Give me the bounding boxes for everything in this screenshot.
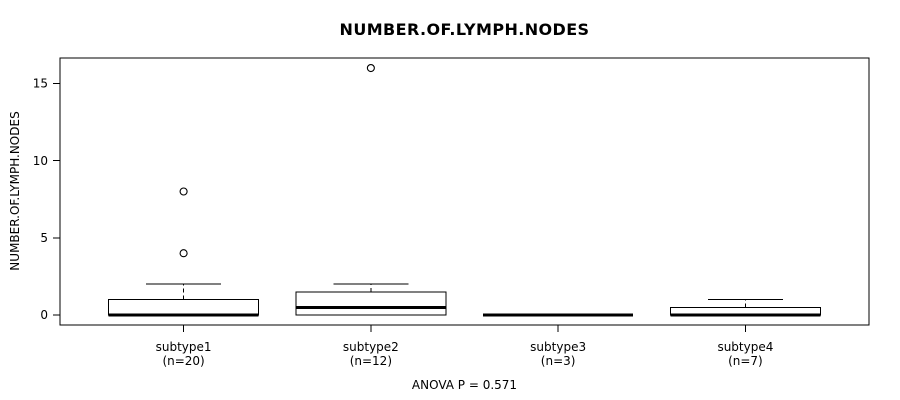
category-label: subtype1 (156, 340, 212, 354)
y-tick-label: 10 (33, 154, 48, 168)
category-count-label: (n=12) (350, 354, 392, 368)
y-tick-label: 15 (33, 77, 48, 91)
outlier-point (179, 187, 188, 196)
anova-p-annotation: ANOVA P = 0.571 (411, 378, 518, 392)
chart-title: NUMBER.OF.LYMPH.NODES (339, 20, 590, 39)
category-count-label: (n=20) (162, 354, 204, 368)
category-label: subtype3 (530, 340, 586, 354)
category-label: subtype2 (343, 340, 399, 354)
category-count-label: (n=3) (541, 354, 576, 368)
category-count-label: (n=7) (728, 354, 763, 368)
boxplot-box (295, 291, 447, 316)
boxplot-box (108, 299, 260, 316)
outlier-point (179, 249, 188, 258)
plot-frame (59, 57, 870, 326)
category-label: subtype4 (717, 340, 773, 354)
outlier-point (366, 63, 375, 73)
y-tick-label: 5 (40, 231, 48, 245)
y-tick-label: 0 (40, 308, 48, 322)
